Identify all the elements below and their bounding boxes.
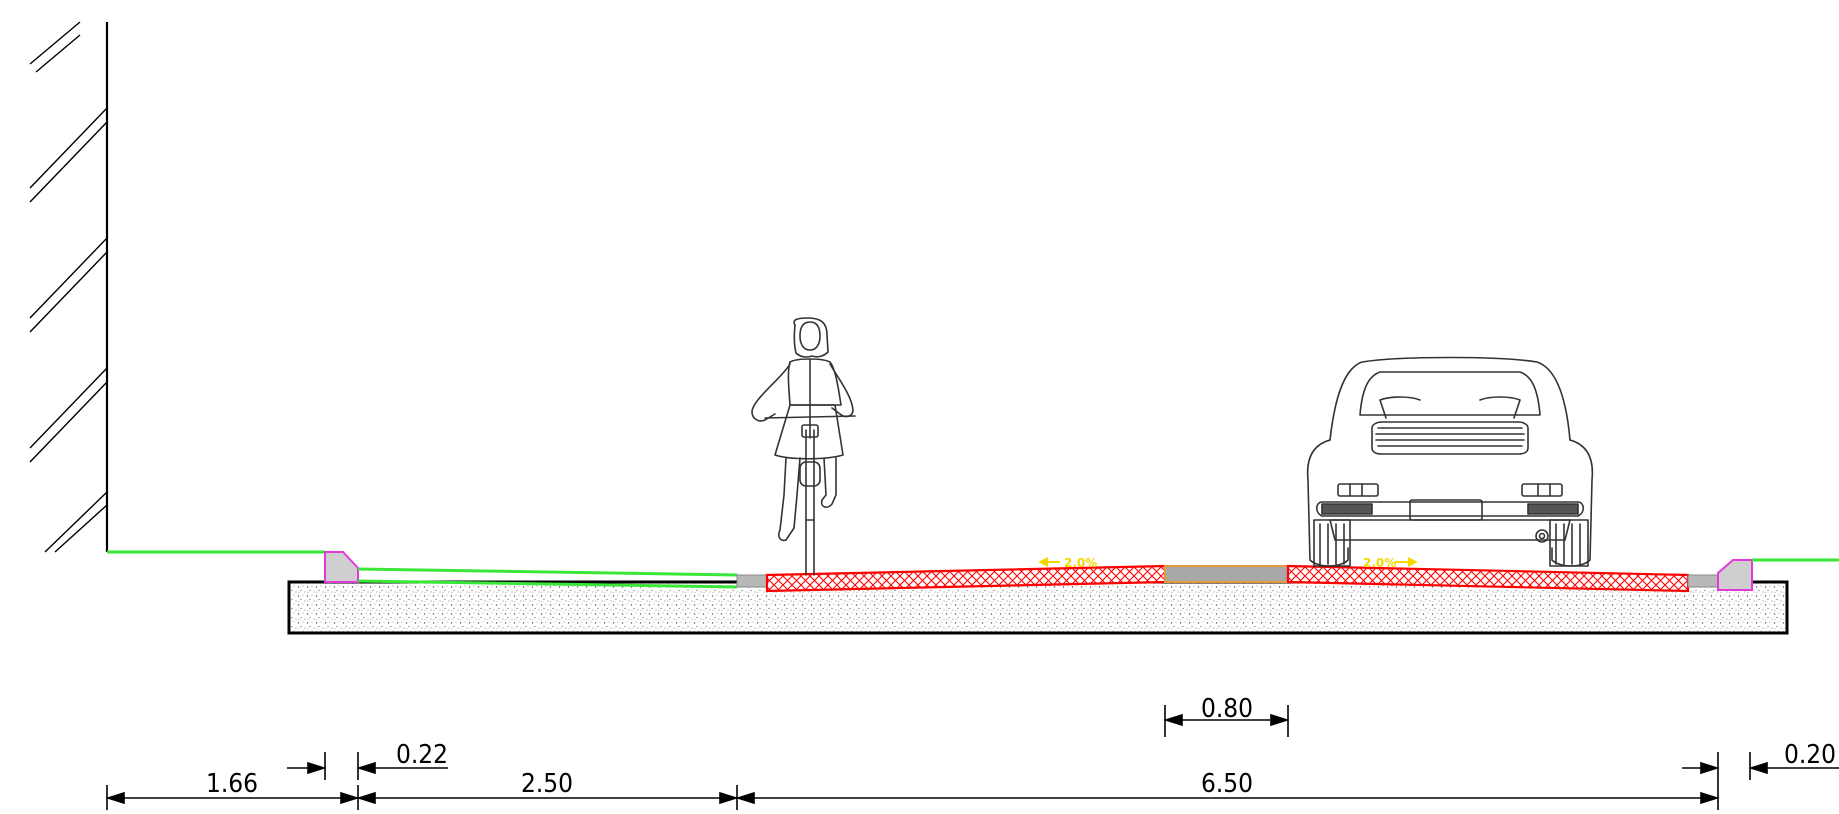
dim-median-strip: 0.80 (1201, 694, 1253, 724)
slope-label-left: 2.0% (1064, 556, 1097, 570)
carriageway-right (1286, 564, 1690, 593)
slope-indicator-left: 2.0% (1038, 556, 1097, 570)
dim-kerb-right: 0.20 (1784, 740, 1836, 770)
right-edge-strip (1687, 574, 1719, 588)
slope-indicator-right: 2.0% (1363, 556, 1418, 570)
dimension-lines (105, 705, 1839, 810)
median-strip (1164, 565, 1289, 583)
cyclist-figure (751, 317, 856, 576)
kerb-right (1717, 559, 1753, 591)
building-wall (29, 21, 109, 553)
slope-label-right: 2.0% (1363, 556, 1396, 570)
car-figure (1306, 356, 1594, 567)
base-layer (287, 580, 1789, 635)
kerb-left (324, 551, 359, 583)
wall-hatch (29, 21, 108, 553)
dim-kerb-left: 0.22 (396, 740, 448, 770)
cycle-path (357, 567, 768, 589)
dim-cycle-path: 2.50 (521, 769, 573, 799)
dim-carriageway: 6.50 (1201, 769, 1253, 799)
dim-left-verge: 1.66 (206, 769, 258, 799)
